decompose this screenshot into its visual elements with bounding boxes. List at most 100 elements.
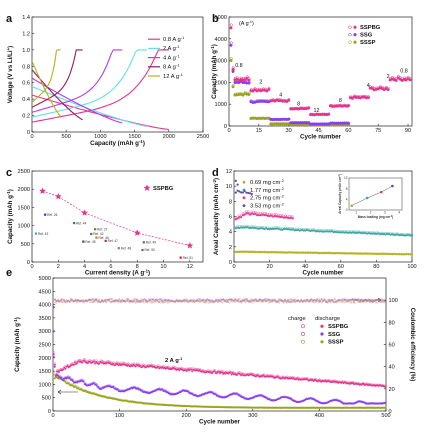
e-capacity-point-0: [225, 370, 228, 373]
e-ce-point-2: [229, 300, 232, 303]
a-legend-label-2: 4 A g-1: [163, 53, 180, 62]
e-ce-point-1: [338, 299, 341, 302]
e-ce-point-0: [105, 298, 108, 301]
e-ce-point-0: [317, 300, 320, 302]
d-inset-x-title: Mass loading (mg cm-2): [358, 215, 393, 219]
e-ce-point-0: [232, 299, 235, 302]
a-ytick-label: 0.4: [22, 97, 30, 103]
b-point-sspbg: [371, 85, 375, 89]
e-ce-point-0: [265, 298, 267, 301]
e-ce-point-2: [273, 299, 276, 302]
e2-ytick-label: 60: [389, 343, 395, 349]
e-capacity-point-0: [122, 361, 125, 364]
e-capacity-point-0: [117, 361, 120, 364]
e-ce-point-2: [76, 301, 78, 304]
e-ce-point-1: [87, 298, 90, 301]
d-point-series-2: [266, 212, 269, 216]
e-ce-point-0: [254, 298, 257, 300]
d-point-series-3: [241, 191, 244, 194]
e-ce-point-2: [222, 301, 225, 304]
e-ce-point-0: [382, 298, 385, 301]
e-ce-point-2: [257, 300, 260, 303]
e-ce-point-2: [188, 299, 191, 302]
e-ce-point-1: [244, 300, 247, 303]
e-ce-point-0: [326, 299, 329, 302]
e-ce-point-0: [193, 299, 196, 301]
e-ce-point-2: [355, 299, 358, 302]
e-capacity-point-0: [292, 376, 295, 379]
e-ce-point-2: [281, 300, 283, 302]
b-xtick-label: 75: [375, 128, 381, 134]
c-ref-label: Ref. 45: [85, 240, 96, 244]
e-ce-point-2: [115, 299, 118, 302]
e-ce-point-1: [90, 298, 93, 301]
e-ce-point-2: [357, 300, 360, 303]
e2-ytick-label: 80: [389, 320, 395, 326]
c-ref-label: Ref. 42: [93, 232, 104, 236]
e-ce-point-0: [269, 299, 272, 301]
e-ce-point-2: [221, 301, 223, 304]
e-ce-point-2: [98, 300, 100, 303]
b-point-sspbg: [307, 106, 311, 110]
e-ce-point-0: [166, 300, 169, 302]
b-point-sspbg: [367, 95, 371, 99]
c-ref-label: Ref. 48: [121, 246, 132, 250]
e-ce-point-1: [250, 300, 253, 303]
e-ce-point-2: [237, 299, 239, 302]
e-ce-point-1: [203, 301, 206, 303]
d-point-series-2: [240, 214, 243, 217]
e-ce-point-1: [249, 301, 251, 303]
e-capacity-point-0: [86, 362, 89, 365]
e-ytick-label: 4000: [39, 303, 51, 309]
e-ce-point-2: [348, 300, 351, 303]
e-ce-point-2: [199, 299, 201, 302]
d-point-series-2: [236, 217, 239, 220]
e-ce-point-2: [58, 301, 61, 304]
e-ce-point-1: [175, 298, 178, 301]
d-inset-ytick: 4: [346, 197, 348, 201]
e-ce-point-1: [329, 300, 332, 303]
e-ce-point-0: [323, 298, 326, 301]
e-capacity-point-1: [97, 385, 100, 388]
a-series-discharge-4: [31, 60, 62, 117]
e-ce-point-0: [109, 298, 112, 300]
e-ce-point-1: [380, 300, 383, 302]
e-ce-point-2: [174, 301, 176, 304]
e-ce-point-1: [105, 300, 108, 303]
d-point-series-2: [288, 217, 291, 220]
e-ce-point-0: [222, 298, 225, 301]
e-ce-point-2: [114, 301, 116, 303]
e-ce-point-1: [294, 301, 297, 303]
e-ce-point-2: [149, 301, 152, 303]
e-capacity-point-0: [218, 369, 221, 372]
e-ce-point-2: [263, 300, 266, 302]
e-ce-point-2: [86, 299, 89, 302]
panel-letter-b: b: [212, 13, 219, 25]
d-point-series-2: [263, 212, 266, 215]
e-ce-point-1: [152, 298, 155, 301]
e-ce-point-2: [123, 300, 125, 303]
e-ce-point-0: [357, 298, 360, 300]
e-ce-point-2: [325, 300, 327, 303]
e-capacity-point-1: [117, 387, 120, 390]
e-ce-point-0: [70, 297, 72, 300]
e-capacity-point-0: [324, 378, 327, 381]
e-capacity-point-0: [89, 359, 92, 362]
e-capacity-point-0: [241, 373, 244, 375]
e-capacity-point-0: [230, 373, 233, 376]
e-first-cycle-point: [52, 306, 55, 309]
e-ce-point-2: [304, 299, 307, 302]
e-capacity-point-2: [52, 373, 55, 376]
b-rate-label: 8: [339, 98, 342, 104]
e-ce-point-0: [103, 299, 106, 302]
e-capacity-point-0: [58, 371, 60, 374]
e-ce-point-2: [168, 301, 171, 304]
a-y-axis-title: Voltage (V vs Li/Li+): [6, 46, 15, 103]
d-ytick-label: 4: [229, 230, 232, 236]
e-ce-point-1: [313, 299, 316, 301]
e-ce-point-1: [320, 298, 323, 301]
c-ref-label: Ref. 49: [146, 241, 157, 245]
e-capacity-point-0: [109, 362, 112, 365]
e-ce-point-2: [344, 301, 346, 304]
d-point-series-2: [254, 210, 257, 214]
